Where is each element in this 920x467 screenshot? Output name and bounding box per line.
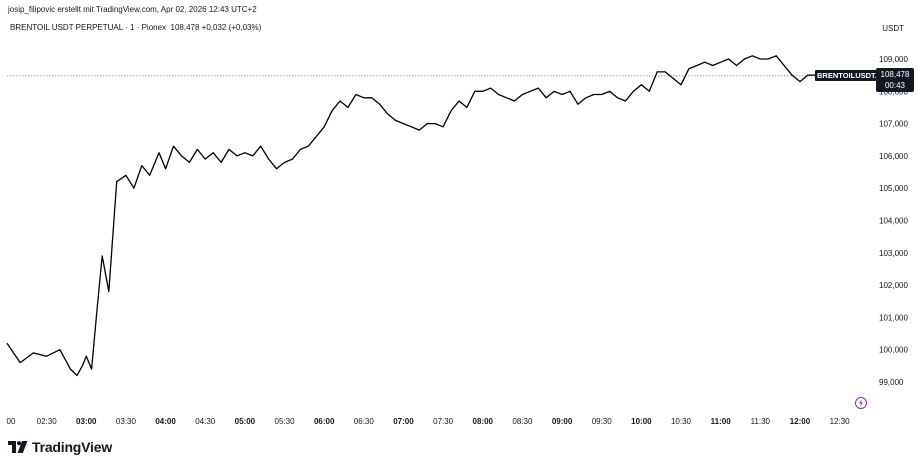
tradingview-logo-icon — [8, 441, 28, 453]
tradingview-logo[interactable]: TradingView — [8, 439, 112, 455]
price-series-line — [6, 55, 871, 377]
x-tick-label: 03:00 — [76, 417, 97, 426]
x-tick-label: 04:00 — [155, 417, 176, 426]
y-tick-label: 104,000 — [879, 217, 908, 226]
symbol-price-tag: BRENTOILUSDT.P — [815, 70, 884, 81]
x-tick-label: 10:30 — [671, 417, 692, 426]
x-tick-label: 08:30 — [512, 417, 533, 426]
x-tick-label: 09:00 — [552, 417, 573, 426]
x-tick-label: 07:00 — [393, 417, 414, 426]
current-price-value: 108,478 — [880, 70, 910, 79]
currency-label[interactable]: USDT — [882, 24, 904, 33]
y-tick-label: 100,000 — [879, 346, 908, 355]
x-tick-label: 05:00 — [235, 417, 256, 426]
x-tick-label: 12:00 — [790, 417, 811, 426]
y-tick-label: 101,000 — [879, 313, 908, 322]
x-tick-label: 09:30 — [592, 417, 613, 426]
x-tick-label: 05:30 — [275, 417, 296, 426]
y-axis[interactable]: 99,000 100,000 101,000 102,000 103,000 104,00… — [879, 55, 908, 387]
y-tick-label: 105,000 — [879, 184, 908, 193]
y-tick-label: 102,000 — [879, 281, 908, 290]
x-tick-label: 07:30 — [433, 417, 454, 426]
x-tick-label: 02:30 — [37, 417, 58, 426]
x-tick-label: 04:30 — [195, 417, 216, 426]
y-tick-label: 103,000 — [879, 249, 908, 258]
y-tick-label: 107,000 — [879, 120, 908, 129]
x-tick-label: 10:00 — [631, 417, 652, 426]
last-price: 108,478 — [170, 23, 200, 32]
y-tick-label: 109,000 — [879, 55, 908, 64]
chart-credit: josip_filipovic erstellt mit TradingView… — [8, 5, 257, 14]
x-tick-label: 12:30 — [830, 417, 851, 426]
x-tick-label: 06:30 — [354, 417, 375, 426]
current-price-tag: 108,478 00:43 — [876, 68, 914, 92]
symbol-legend[interactable]: BRENTOIL USDT PERPETUAL · 1 · Pionex 108… — [10, 23, 261, 32]
y-tick-label: 106,000 — [879, 152, 908, 161]
x-tick-label: 11:30 — [751, 417, 771, 426]
x-tick-label: 06:00 — [314, 417, 335, 426]
price-change: +0,032 (+0,03%) — [201, 23, 262, 32]
x-axis[interactable]: 00 02:30 03:00 03:30 04:00 04:30 05:00 05:30 06:… — [7, 417, 851, 426]
x-tick-label: 00 — [7, 417, 16, 426]
y-tick-label: 99,000 — [879, 378, 904, 387]
x-tick-label: 03:30 — [116, 417, 137, 426]
lightning-icon[interactable] — [855, 397, 867, 409]
x-tick-label: 11:00 — [711, 417, 732, 426]
tradingview-logo-text: TradingView — [32, 439, 113, 455]
x-tick-label: 08:00 — [473, 417, 494, 426]
bar-countdown: 00:43 — [884, 81, 906, 90]
symbol-name: BRENTOIL USDT PERPETUAL · 1 · Pionex — [10, 23, 167, 32]
